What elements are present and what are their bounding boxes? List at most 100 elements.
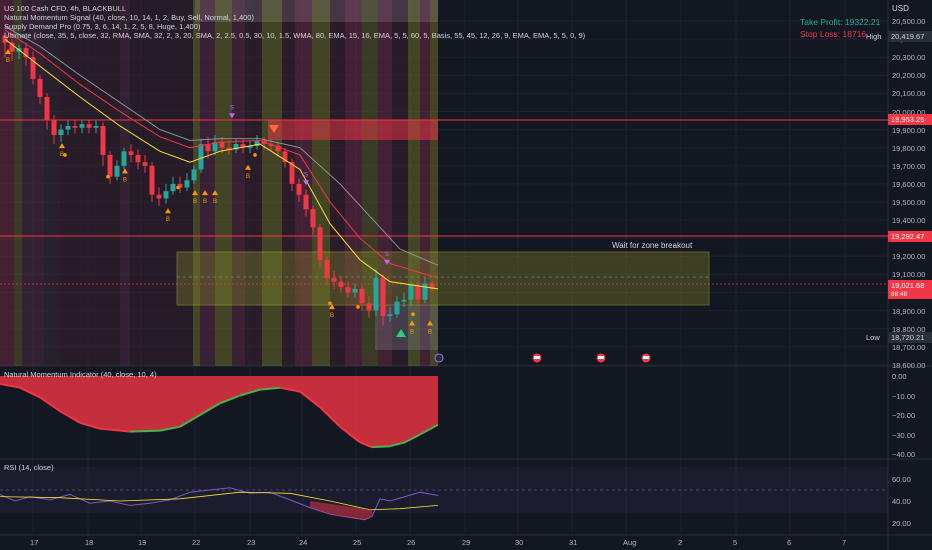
candle-body [401,299,407,302]
price-tick-label: 20,100.00 [892,89,926,99]
buy-signal-letter: B [60,152,64,158]
upper-level-tag: 19,953.25 [888,114,932,125]
time-tick-label: 5 [733,538,738,547]
candle-body [205,144,211,152]
candle-body [135,154,141,163]
momentum-tick-label: −10.00 [892,391,916,401]
price-tick-label: 19,800.00 [892,143,926,153]
event-icon [434,353,444,363]
candle-body [149,165,155,195]
momentum-line-segment [279,386,301,393]
sell-signal-marker [384,259,390,265]
candle-body [240,144,246,148]
time-tick-label: 25 [353,538,362,547]
momentum-line-segment [259,386,281,391]
time-tick-label: 29 [462,538,471,547]
indicator-legend-supply-demand[interactable]: Supply Demand Pro (0.75, 3, 6, 14, 1, 2,… [4,22,201,31]
candle-body [65,125,71,130]
buy-signal-marker [59,143,65,149]
buy-signal-letter: B [428,329,432,335]
price-tick-label: 19,400.00 [892,216,926,226]
time-tick-label: 26 [407,538,416,547]
flag-event-icon [534,356,540,359]
candle-body [9,42,15,52]
candle-body [184,180,190,188]
session-band [0,0,14,366]
session-band [408,0,420,366]
buy-signal-letter: B [246,174,250,180]
currency-label[interactable]: USD [892,4,909,13]
buy-arrow-marker [396,329,406,337]
price-tick-label: 18,700.00 [892,342,926,352]
candle-body [338,281,344,288]
ma-line [4,38,439,290]
rsi-pane-label[interactable]: RSI (14, close) [4,463,54,472]
sell-signal-marker [303,180,309,186]
candle-body [23,48,29,58]
candle-body [317,227,323,260]
session-band [345,0,362,366]
session-band [430,0,438,366]
flag-event-icon [643,356,649,359]
momentum-line-segment [389,441,406,448]
price-tick-label: 19,600.00 [892,179,926,189]
momentum-pane-label[interactable]: Natural Momentum Indicator (40, close, 1… [4,370,157,379]
session-band [232,0,245,366]
last-price-tag: 19,021.68 [888,280,932,291]
time-tick-label: 23 [247,538,256,547]
buy-signal-marker [192,190,198,196]
sell-signal-letter: S [385,252,389,258]
symbol-legend[interactable]: US 100 Cash CFD, 4h, BLACKBULL [4,4,127,13]
session-band [312,0,330,366]
momentum-line-segment [59,410,81,424]
low-price-tag: 18,720.21 [888,332,932,343]
indicator-legend-ultimate[interactable]: Ultimate (close, 35, 5, close, 32, RMA, … [4,31,586,40]
candle-body [275,145,281,152]
mid-level-tag: 19,292.47 [888,231,932,242]
supply-zone [268,120,438,140]
session-band [262,0,282,366]
price-tick-label: 18,800.00 [892,324,926,334]
ma-line [4,26,439,266]
momentum-line-segment [239,388,261,397]
buy-signal-letter: B [166,217,170,223]
indicator-legend-momentum-signal[interactable]: Natural Momentum Signal (40, close, 10, … [4,13,254,22]
candle-body [58,129,64,136]
signal-dot [411,312,415,317]
time-tick-label: 19 [138,538,147,547]
time-tick-label: 17 [30,538,39,547]
candle-body [310,209,316,228]
momentum-tick-label: −20.00 [892,411,916,420]
buy-signal-letter: B [203,199,207,205]
session-band [215,0,232,366]
rsi-line [0,487,439,521]
candle-body [114,165,120,177]
time-tick-label: 24 [299,538,308,547]
momentum-line-segment [299,390,321,408]
session-band [130,0,193,366]
session-band [362,0,378,366]
price-tick-label: 20,300.00 [892,53,926,63]
momentum-line-segment [129,429,161,433]
buy-signal-marker [202,190,208,196]
time-tick-label: 30 [515,538,524,547]
time-tick-label: 7 [842,538,847,547]
candle-body [30,57,36,79]
signal-dot [176,185,180,190]
session-band [120,0,130,366]
buy-signal-letter: B [193,199,197,205]
high-label: High [866,32,882,41]
price-tick-label: 20,500.00 [892,17,926,26]
price-tick-label: 18,600.00 [892,360,926,370]
session-band [193,0,200,366]
candle-body [142,162,148,166]
candle-body [233,144,239,150]
session-band [14,0,22,366]
buy-signal-marker [212,190,218,196]
candle-body [394,301,400,315]
momentum-tick-label: 0.00 [892,372,907,381]
session-band [295,0,312,366]
candle-body [331,278,337,282]
candle-body [163,191,169,199]
